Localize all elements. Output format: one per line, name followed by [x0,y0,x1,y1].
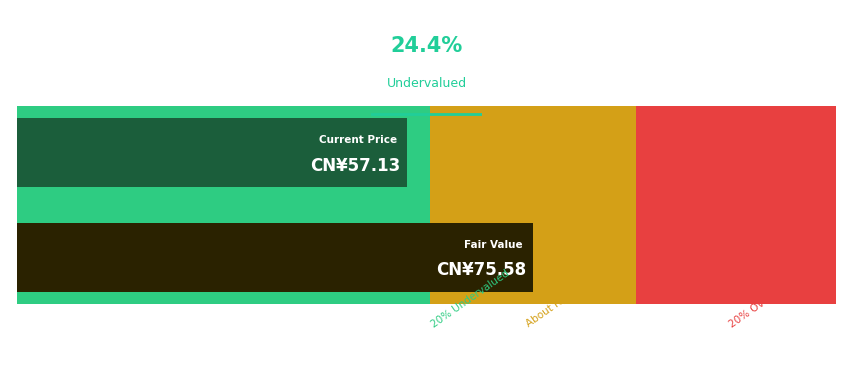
Text: Fair Value: Fair Value [463,240,522,250]
Text: 24.4%: 24.4% [390,36,462,55]
Text: CN¥75.58: CN¥75.58 [435,261,526,279]
Bar [636,106,835,304]
Text: Current Price: Current Price [319,135,397,145]
Text: 20% Overvalued: 20% Overvalued [727,271,803,329]
Bar [17,223,532,292]
Text: Undervalued: Undervalued [386,77,466,90]
Bar [429,106,636,304]
Text: 20% Undervalued: 20% Undervalued [429,268,511,329]
Text: About Right: About Right [524,286,580,329]
Text: CN¥57.13: CN¥57.13 [310,157,400,175]
Bar [17,106,429,304]
Bar [17,118,406,187]
